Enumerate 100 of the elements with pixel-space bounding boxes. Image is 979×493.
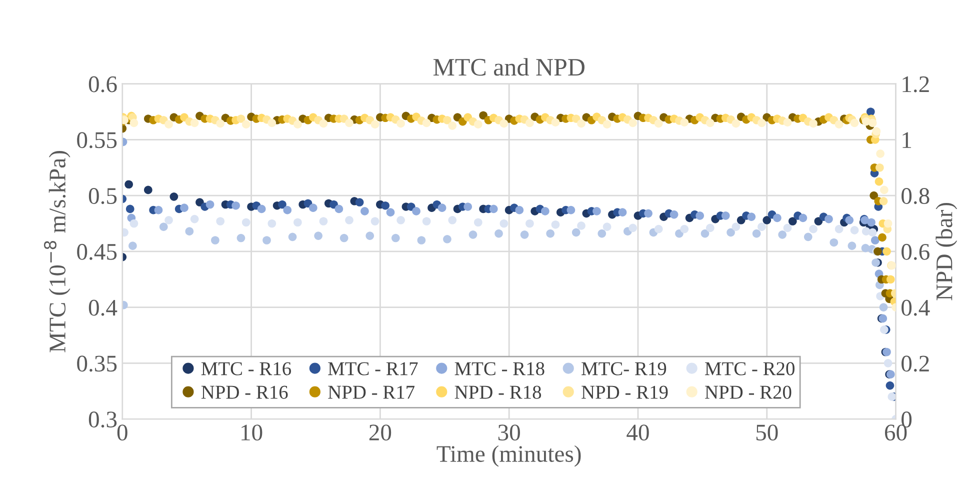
point <box>546 229 554 238</box>
point <box>804 232 812 242</box>
point <box>370 217 380 226</box>
x-tick-label: 30 <box>498 424 520 441</box>
point <box>262 236 271 244</box>
x-axis-title: Time (minutes) <box>436 445 581 467</box>
point <box>880 186 888 194</box>
x-tick-label: 50 <box>756 424 778 441</box>
point <box>130 118 138 128</box>
point <box>180 204 188 212</box>
point <box>884 219 892 228</box>
point <box>758 222 766 232</box>
point <box>577 119 586 128</box>
point <box>345 118 354 128</box>
point <box>154 206 163 214</box>
y2-tick-label: 0.4 <box>902 300 930 316</box>
point <box>870 236 880 244</box>
point <box>526 118 534 128</box>
y2-tick-label: 0.8 <box>902 188 930 204</box>
point <box>438 204 446 212</box>
point <box>443 116 452 124</box>
point <box>872 127 881 136</box>
point <box>602 120 612 128</box>
point <box>882 247 891 256</box>
y-tick-label: 0.6 <box>88 76 117 92</box>
point <box>422 118 431 128</box>
point <box>216 217 225 226</box>
point <box>334 204 344 214</box>
point <box>308 204 318 212</box>
point <box>848 242 856 250</box>
point <box>850 226 859 234</box>
point <box>406 202 416 211</box>
point <box>868 118 877 128</box>
point <box>870 191 878 200</box>
point <box>164 120 173 128</box>
point <box>422 217 431 226</box>
point <box>236 114 246 123</box>
point <box>773 214 782 222</box>
point <box>706 118 714 128</box>
point <box>592 207 601 216</box>
point <box>551 220 560 229</box>
point <box>242 120 250 128</box>
point <box>278 200 286 209</box>
legend-label: MTC - R17 <box>328 362 418 376</box>
point <box>834 120 844 128</box>
point <box>752 229 761 238</box>
x-tick-label: 10 <box>242 424 262 441</box>
point <box>850 118 859 128</box>
point <box>366 232 374 240</box>
point <box>670 210 678 219</box>
point <box>190 214 199 224</box>
y-tick-label: 0.45 <box>77 244 117 260</box>
point <box>520 230 529 239</box>
point <box>886 275 895 284</box>
point <box>515 206 524 214</box>
point <box>126 204 134 214</box>
point <box>185 227 194 236</box>
y2-tick-label: 1 <box>902 132 912 148</box>
point <box>144 186 152 194</box>
point <box>370 120 380 128</box>
point <box>886 381 894 390</box>
point <box>541 207 550 216</box>
point <box>294 120 302 128</box>
point <box>577 222 586 230</box>
y2-tick-label: 0.6 <box>902 244 930 260</box>
point <box>830 238 838 247</box>
point <box>628 118 637 128</box>
point <box>602 222 612 232</box>
y2-tick-label: 0.2 <box>902 356 929 372</box>
point <box>758 118 766 128</box>
point <box>381 201 390 210</box>
point <box>360 207 369 216</box>
point <box>747 212 756 221</box>
point <box>876 149 884 158</box>
point <box>500 119 508 128</box>
point <box>474 218 482 227</box>
y-tick-label: 0.5 <box>88 188 117 204</box>
legend-label: NPD - R19 <box>582 386 668 399</box>
point <box>834 224 844 234</box>
point <box>680 224 689 234</box>
point <box>391 234 400 242</box>
point <box>294 218 302 227</box>
legend-label: NPD - R18 <box>454 386 542 399</box>
y-tick-label: 0.55 <box>77 132 117 148</box>
point <box>778 230 787 239</box>
y-tick-label: 0.35 <box>77 356 117 372</box>
point <box>288 232 297 242</box>
point <box>879 196 888 206</box>
point <box>783 118 792 127</box>
point <box>216 119 225 128</box>
point <box>732 222 740 232</box>
legend-label: MTC- R19 <box>582 362 666 376</box>
point <box>654 119 663 128</box>
point <box>386 208 395 216</box>
point <box>268 219 276 228</box>
point <box>494 229 503 238</box>
point <box>130 219 138 228</box>
point <box>783 224 792 232</box>
point <box>809 224 818 234</box>
point <box>412 207 420 216</box>
